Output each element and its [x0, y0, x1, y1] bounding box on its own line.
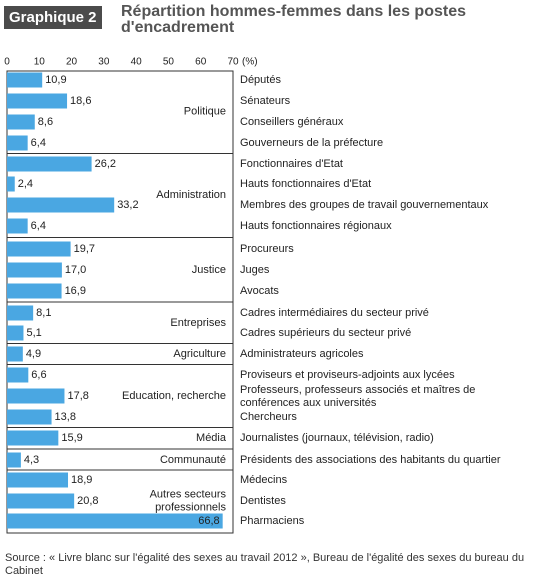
bar	[7, 156, 92, 172]
row-label: Procureurs	[240, 243, 294, 255]
bar-value-label: 6,4	[31, 220, 46, 232]
group-label: Education, recherche	[122, 390, 226, 402]
bar	[7, 241, 71, 257]
x-tick-label: 30	[98, 57, 110, 68]
bar	[7, 218, 28, 234]
row-label: Sénateurs	[240, 95, 291, 107]
bar-value-label: 15,9	[61, 432, 82, 444]
row-label: Cadres supérieurs du secteur privé	[240, 327, 411, 339]
row-label: Médecins	[240, 474, 288, 486]
bar-value-label: 20,8	[77, 495, 98, 507]
bar-value-label: 26,2	[95, 158, 116, 170]
row-label: Présidents des associations des habitant…	[240, 454, 501, 466]
bar	[7, 493, 75, 509]
x-tick-label: 70	[227, 57, 239, 68]
bar-value-label: 6,6	[31, 369, 46, 381]
group-label: Politique	[184, 105, 226, 117]
x-axis-unit: (%)	[242, 57, 258, 68]
bar	[7, 325, 24, 341]
row-label: Députés	[240, 74, 281, 86]
chart-header: Graphique 2 Répartition hommes-femmes da…	[4, 4, 530, 42]
row-label: Journalistes (journaux, télévision, radi…	[240, 432, 434, 444]
bar-value-label: 17,0	[65, 264, 86, 276]
bar-value-label: 4,9	[26, 348, 41, 360]
bar	[7, 513, 223, 529]
x-tick-label: 60	[195, 57, 207, 68]
x-tick-label: 10	[34, 57, 46, 68]
bar	[7, 430, 59, 446]
group-label: Média	[196, 432, 227, 444]
source-note: Source : « Livre blanc sur l'égalité des…	[5, 552, 525, 577]
bar-value-label: 18,9	[71, 474, 92, 486]
bar-value-label: 2,4	[18, 178, 33, 190]
x-tick-label: 0	[4, 57, 10, 68]
group-label: Agriculture	[173, 348, 226, 360]
bar	[7, 346, 23, 362]
bar	[7, 388, 65, 404]
bar-value-label: 19,7	[74, 243, 95, 255]
bar	[7, 452, 21, 468]
bar	[7, 114, 35, 130]
group-label: Entreprises	[170, 317, 226, 329]
row-label: Juges	[240, 264, 270, 276]
group-label: Autres secteurs professionnels	[150, 488, 227, 513]
x-tick-label: 20	[66, 57, 78, 68]
bar-value-label: 18,6	[70, 95, 91, 107]
bar	[7, 72, 43, 88]
bar	[7, 176, 15, 192]
row-label: Conseillers généraux	[240, 116, 344, 128]
bar-value-label: 5,1	[26, 327, 41, 339]
group-label: Administration	[156, 189, 226, 201]
row-label: Pharmaciens	[240, 515, 305, 527]
row-label: Professeurs, professeurs associés et maî…	[240, 384, 475, 409]
bar-value-label: 66,8	[198, 515, 219, 527]
row-label: Proviseurs et proviseurs-adjoints aux ly…	[240, 369, 455, 381]
x-tick-label: 50	[163, 57, 175, 68]
bar	[7, 283, 62, 299]
bar-chart: 0 10 20 30 40 50 60 70 (%) 10,9 Députés 18,6 Sénateu…	[4, 57, 501, 534]
row-label: Membres des groupes de travail gouvernem…	[240, 199, 489, 211]
row-label: Avocats	[240, 285, 279, 297]
bar	[7, 305, 34, 321]
bar-value-label: 33,2	[117, 199, 138, 211]
group-label: Justice	[192, 264, 226, 276]
bar-value-label: 6,4	[31, 137, 46, 149]
bar-value-label: 10,9	[45, 74, 66, 86]
row-label: Hauts fonctionnaires d'Etat	[240, 178, 371, 190]
bar-value-label: 8,6	[38, 116, 53, 128]
bar-value-label: 16,9	[65, 285, 86, 297]
group-label: Communauté	[160, 454, 226, 466]
bar-value-label: 8,1	[36, 307, 51, 319]
row-label: Cadres intermédiaires du secteur privé	[240, 307, 429, 319]
bar	[7, 367, 29, 383]
row-label: Gouverneurs de la préfecture	[240, 137, 383, 149]
bar	[7, 262, 62, 278]
figure-badge: Graphique 2	[4, 6, 102, 29]
bar	[7, 409, 52, 425]
bar	[7, 472, 69, 488]
row-label: Chercheurs	[240, 411, 297, 423]
bar-value-label: 4,3	[24, 454, 39, 466]
bar-value-label: 13,8	[55, 411, 76, 423]
row-label: Administrateurs agricoles	[240, 348, 364, 360]
chart-title: Répartition hommes-femmes dans les poste…	[121, 3, 466, 36]
bar	[7, 93, 68, 109]
row-label: Fonctionnaires d'Etat	[240, 158, 343, 170]
row-label: Dentistes	[240, 495, 286, 507]
bar	[7, 197, 115, 213]
row-label: Hauts fonctionnaires régionaux	[240, 220, 392, 232]
bar	[7, 135, 28, 151]
bar-value-label: 17,8	[67, 390, 88, 402]
x-tick-label: 40	[131, 57, 143, 68]
